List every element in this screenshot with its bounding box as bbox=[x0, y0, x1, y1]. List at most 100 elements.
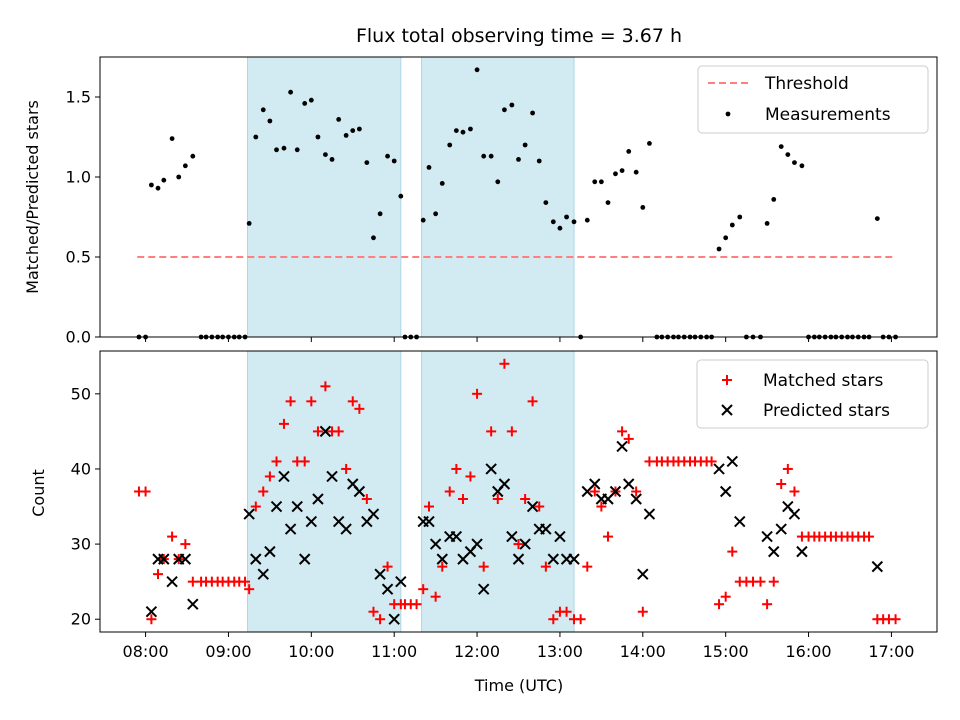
predicted-point-33 bbox=[436, 553, 448, 565]
predicted-point-13-b bbox=[284, 523, 297, 535]
predicted-point-3 bbox=[166, 575, 178, 588]
matched-point-45 bbox=[423, 501, 434, 512]
predicted-point-10 bbox=[264, 545, 276, 558]
ratio-legend-box bbox=[697, 65, 929, 134]
matched-point-28 bbox=[312, 426, 323, 437]
matched-point-43 bbox=[411, 599, 422, 610]
predicted-point-71-b bbox=[788, 508, 801, 520]
matched-point-97 bbox=[768, 576, 779, 587]
measurement-point-4 bbox=[161, 177, 167, 183]
predicted-point-18 bbox=[319, 425, 332, 438]
predicted-point-63 bbox=[713, 463, 725, 475]
predicted-point-29-b bbox=[395, 575, 407, 588]
matched-point-67 bbox=[575, 614, 586, 625]
chart-title: Flux total observing time = 3.67 h bbox=[356, 25, 682, 47]
predicted-point-15-b bbox=[298, 553, 311, 565]
matched-point-33 bbox=[347, 396, 358, 407]
matched-point-50 bbox=[457, 494, 468, 505]
measurement-point-52 bbox=[474, 67, 480, 73]
predicted-point-64-b bbox=[719, 485, 732, 498]
measurement-point-45 bbox=[426, 165, 432, 170]
ratio-legend: Threshold Measurements bbox=[697, 65, 929, 134]
predicted-point-54 bbox=[589, 478, 601, 490]
predicted-point-65-b bbox=[726, 455, 739, 468]
measurement-point-97 bbox=[771, 197, 777, 202]
predicted-point-28 bbox=[388, 613, 400, 625]
predicted-point-57 bbox=[609, 485, 622, 498]
measurement-point-31 bbox=[336, 117, 342, 122]
predicted-point-49-b bbox=[547, 553, 560, 565]
predicted-point-28-b bbox=[388, 613, 400, 625]
predicted-point-7-b bbox=[243, 508, 255, 520]
predicted-point-72 bbox=[796, 545, 808, 558]
predicted-point-52 bbox=[568, 553, 580, 565]
predicted-point-2 bbox=[158, 553, 170, 565]
legend-predicted-swatch-b bbox=[721, 404, 733, 416]
predicted-point-49 bbox=[547, 553, 560, 565]
measurement-point-62 bbox=[543, 200, 549, 206]
x-tick-label-4: 12:00 bbox=[454, 642, 500, 661]
predicted-point-44 bbox=[512, 553, 525, 565]
x-tick-label-8: 16:00 bbox=[785, 642, 831, 661]
matched-point-49 bbox=[451, 463, 462, 474]
measurement-point-24 bbox=[288, 89, 294, 95]
predicted-point-13 bbox=[284, 523, 297, 535]
measurement-point-26 bbox=[302, 101, 308, 106]
measurement-point-69 bbox=[592, 179, 598, 185]
predicted-point-50 bbox=[554, 530, 566, 543]
predicted-point-43 bbox=[506, 530, 518, 543]
predicted-point-0-b bbox=[145, 606, 158, 618]
matched-point-53 bbox=[478, 561, 489, 572]
measurement-point-101 bbox=[799, 163, 805, 169]
measurement-point-71 bbox=[605, 200, 611, 206]
measurement-point-75 bbox=[633, 169, 639, 175]
predicted-point-61 bbox=[637, 568, 649, 580]
predicted-point-45-b bbox=[519, 538, 531, 550]
matched-point-68 bbox=[582, 561, 593, 572]
measurement-point-8 bbox=[190, 153, 196, 159]
matched-point-74 bbox=[623, 433, 634, 444]
measurement-point-56 bbox=[502, 107, 507, 113]
count-legend: Matched stars Predicted stars bbox=[696, 359, 929, 429]
measurement-point-89 bbox=[716, 246, 722, 252]
legend-predicted-label: Predicted stars bbox=[763, 401, 890, 421]
matched-point-21 bbox=[264, 471, 275, 482]
predicted-point-8 bbox=[250, 553, 262, 565]
measurement-point-92 bbox=[737, 214, 743, 220]
matched-point-60 bbox=[527, 396, 538, 407]
predicted-point-57-b bbox=[609, 485, 622, 498]
observing-windows-bottom bbox=[247, 350, 575, 633]
predicted-point-15 bbox=[298, 553, 311, 565]
y-tick-label-3: 50 bbox=[71, 384, 91, 403]
matched-point-52 bbox=[472, 388, 483, 399]
predicted-point-67-b bbox=[761, 530, 773, 543]
predicted-point-5-b bbox=[179, 553, 192, 565]
predicted-point-32-b bbox=[429, 538, 442, 550]
predicted-point-17-b bbox=[312, 493, 324, 505]
predicted-point-42-b bbox=[498, 478, 511, 490]
predicted-point-25-b bbox=[367, 508, 380, 520]
measurement-point-61 bbox=[536, 158, 542, 164]
matched-point-69 bbox=[589, 486, 600, 497]
measurement-point-50 bbox=[460, 129, 466, 135]
matched-point-98 bbox=[776, 478, 787, 489]
measurement-point-32 bbox=[343, 133, 349, 138]
predicted-point-62-b bbox=[643, 508, 656, 520]
measurement-point-46 bbox=[433, 211, 439, 217]
matched-point-5 bbox=[167, 531, 178, 542]
predicted-point-73 bbox=[871, 560, 884, 573]
measurement-point-68 bbox=[584, 217, 590, 223]
observing-windows-top bbox=[247, 56, 575, 338]
measurement-point-53 bbox=[481, 153, 487, 159]
matched-point-35 bbox=[361, 494, 372, 505]
x-tick-label-5: 13:00 bbox=[537, 642, 583, 661]
measurement-point-23 bbox=[281, 145, 287, 151]
measurement-point-91 bbox=[729, 222, 735, 228]
ratio-panel: 0.0 0.5 1.0 1.5 Flux total observing time =… bbox=[23, 25, 938, 347]
observing-window-1 bbox=[247, 350, 402, 633]
predicted-point-50-b bbox=[554, 530, 566, 543]
predicted-point-14 bbox=[291, 500, 303, 513]
predicted-point-65 bbox=[726, 455, 739, 468]
predicted-point-6-b bbox=[187, 598, 199, 610]
matched-point-117 bbox=[890, 614, 901, 625]
